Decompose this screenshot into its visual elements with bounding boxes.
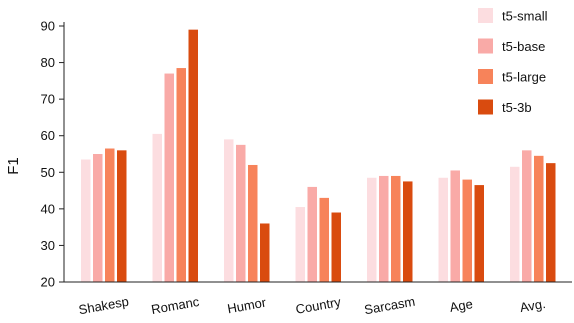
bar-t5-small-sarcasm [367, 177, 377, 282]
bar-t5-large-romanc [176, 68, 186, 282]
bar-t5-small-age [438, 177, 448, 282]
bar-t5-3b-sarcasm [403, 181, 413, 282]
bars [81, 29, 556, 283]
y-axis-title: F1 [5, 157, 22, 175]
bar-t5-large-age [462, 179, 472, 282]
legend-swatch [478, 99, 493, 115]
bar-t5-3b-shakesp [117, 150, 127, 282]
bar-t5-base-romanc [164, 73, 174, 283]
bar-t5-large-humor [248, 164, 258, 282]
y-tick-label: 50 [41, 165, 55, 180]
bar-t5-base-humor [236, 144, 246, 282]
legend-label: t5-base [502, 39, 545, 54]
y-tick-label: 20 [41, 275, 55, 290]
x-tick-label: Humor [226, 295, 268, 317]
y-tick-label: 60 [41, 128, 55, 143]
bar-t5-3b-avg [546, 163, 556, 282]
y-axis: 20 30 40 50 60 70 80 90 [41, 19, 65, 290]
bar-t5-large-shakesp [105, 148, 115, 282]
bar-t5-small-country [295, 207, 305, 282]
bar-t5-3b-romanc [188, 29, 198, 283]
y-tick-label: 80 [41, 55, 55, 70]
legend-swatch [478, 69, 493, 84]
bar-t5-base-age [450, 170, 460, 282]
legend: t5-small t5-base t5-large t5-3b [478, 8, 548, 115]
legend-label: t5-3b [502, 100, 532, 115]
x-tick-label: Romanc [150, 294, 201, 317]
legend-label: t5-small [502, 9, 548, 24]
bar-t5-base-shakesp [93, 154, 103, 282]
x-tick-label: Sarcasm [363, 294, 416, 318]
bar-t5-3b-country [331, 212, 341, 282]
y-tick-label: 40 [41, 201, 55, 216]
bar-t5-large-avg [534, 155, 544, 282]
x-tick-label: Age [448, 296, 473, 315]
y-tick-label: 70 [41, 92, 55, 107]
bar-t5-small-romanc [152, 133, 162, 282]
x-axis: Shakesp Romanc Humor Country Sarcasm Age Avg. [64, 281, 572, 318]
x-tick-label: Shakesp [77, 294, 129, 318]
bar-t5-3b-humor [260, 223, 270, 282]
bar-t5-3b-age [474, 185, 484, 282]
bar-t5-small-shakesp [81, 159, 91, 282]
y-tick-label: 30 [41, 238, 55, 253]
bar-t5-base-avg [522, 150, 532, 282]
x-tick-label: Country [294, 294, 342, 317]
bar-t5-large-country [319, 197, 329, 282]
bar-t5-large-sarcasm [391, 175, 401, 282]
legend-label: t5-large [502, 70, 546, 85]
bar-t5-small-avg [510, 166, 520, 282]
y-tick-label: 90 [41, 19, 55, 34]
legend-swatch [478, 38, 493, 54]
x-tick-label: Avg. [519, 296, 547, 315]
bar-t5-base-country [307, 186, 317, 282]
bar-t5-base-sarcasm [379, 175, 389, 282]
bar-t5-small-humor [224, 139, 234, 282]
legend-swatch [478, 8, 493, 23]
